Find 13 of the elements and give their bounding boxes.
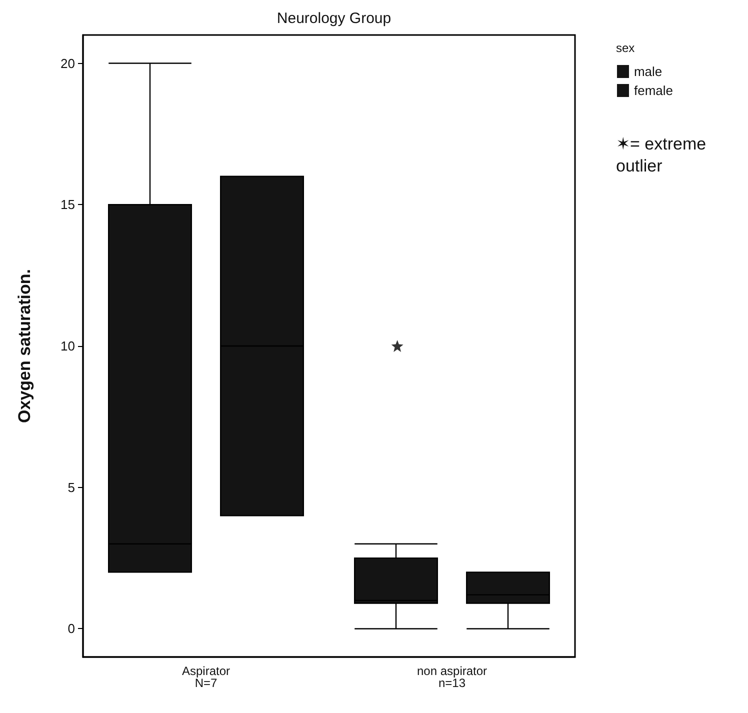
y-tick-label: 10 [60,338,75,354]
y-tick-label: 5 [68,480,75,495]
legend-label: female [634,83,674,98]
x-tick-label: Aspirator N=7 [182,664,230,690]
y-tick-label: 20 [60,56,75,71]
y-tick-label: 15 [60,197,75,212]
y-axis-title: Oxygen saturation. [15,269,34,423]
y-tick-label: 0 [68,621,75,636]
x-tick-label: non aspirator n=13 [416,664,488,690]
chart-title: Neurology Group [276,10,392,27]
legend-label: male [634,64,662,79]
text: ✶= extreme outlier [616,134,706,176]
legend-title: sex [616,41,635,55]
